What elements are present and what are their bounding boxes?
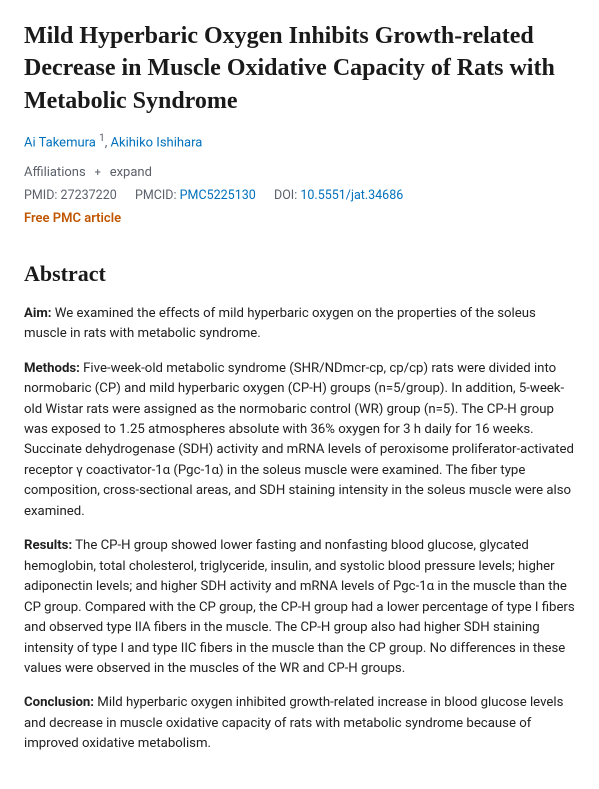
- doi-link[interactable]: 10.5551/jat.34686: [300, 188, 403, 203]
- section-label: Methods:: [24, 361, 80, 376]
- section-text: We examined the effects of mild hyperbar…: [24, 306, 536, 341]
- article-title: Mild Hyperbaric Oxygen Inhibits Growth-r…: [24, 20, 575, 117]
- pmcid-label: PMCID:: [135, 188, 177, 203]
- affiliations-label: Affiliations: [24, 163, 86, 183]
- section-label: Conclusion:: [24, 695, 94, 710]
- abstract-results: Results: The CP-H group showed lower fas…: [24, 536, 575, 679]
- plus-icon: +: [92, 167, 104, 179]
- abstract-methods: Methods: Five-week-old metabolic syndrom…: [24, 359, 575, 523]
- affiliations-toggle[interactable]: Affiliations + expand: [24, 163, 575, 183]
- abstract-aim: Aim: We examined the effects of mild hyp…: [24, 304, 575, 345]
- expand-label: expand: [110, 163, 152, 183]
- authors-list: Ai Takemura 1, Akihiko Ishihara: [24, 131, 575, 153]
- pmcid-link[interactable]: PMC5225130: [180, 188, 256, 203]
- section-text: Mild hyperbaric oxygen inhibited growth-…: [24, 695, 563, 751]
- author-link[interactable]: Ai Takemura: [24, 136, 96, 151]
- section-label: Aim:: [24, 306, 52, 321]
- section-label: Results:: [24, 538, 72, 553]
- pmid-value: 27237220: [61, 188, 117, 203]
- pmid-label: PMID:: [24, 188, 57, 203]
- section-text: The CP-H group showed lower fasting and …: [24, 538, 575, 676]
- abstract-conclusion: Conclusion: Mild hyperbaric oxygen inhib…: [24, 693, 575, 754]
- author-link[interactable]: Akihiko Ishihara: [111, 136, 203, 151]
- free-pmc-badge: Free PMC article: [24, 209, 575, 229]
- abstract-heading: Abstract: [24, 257, 575, 290]
- identifiers-row: PMID: 27237220 PMCID: PMC5225130 DOI: 10…: [24, 187, 575, 206]
- doi-label: DOI:: [274, 188, 297, 203]
- section-text: Five-week-old metabolic syndrome (SHR/ND…: [24, 361, 574, 519]
